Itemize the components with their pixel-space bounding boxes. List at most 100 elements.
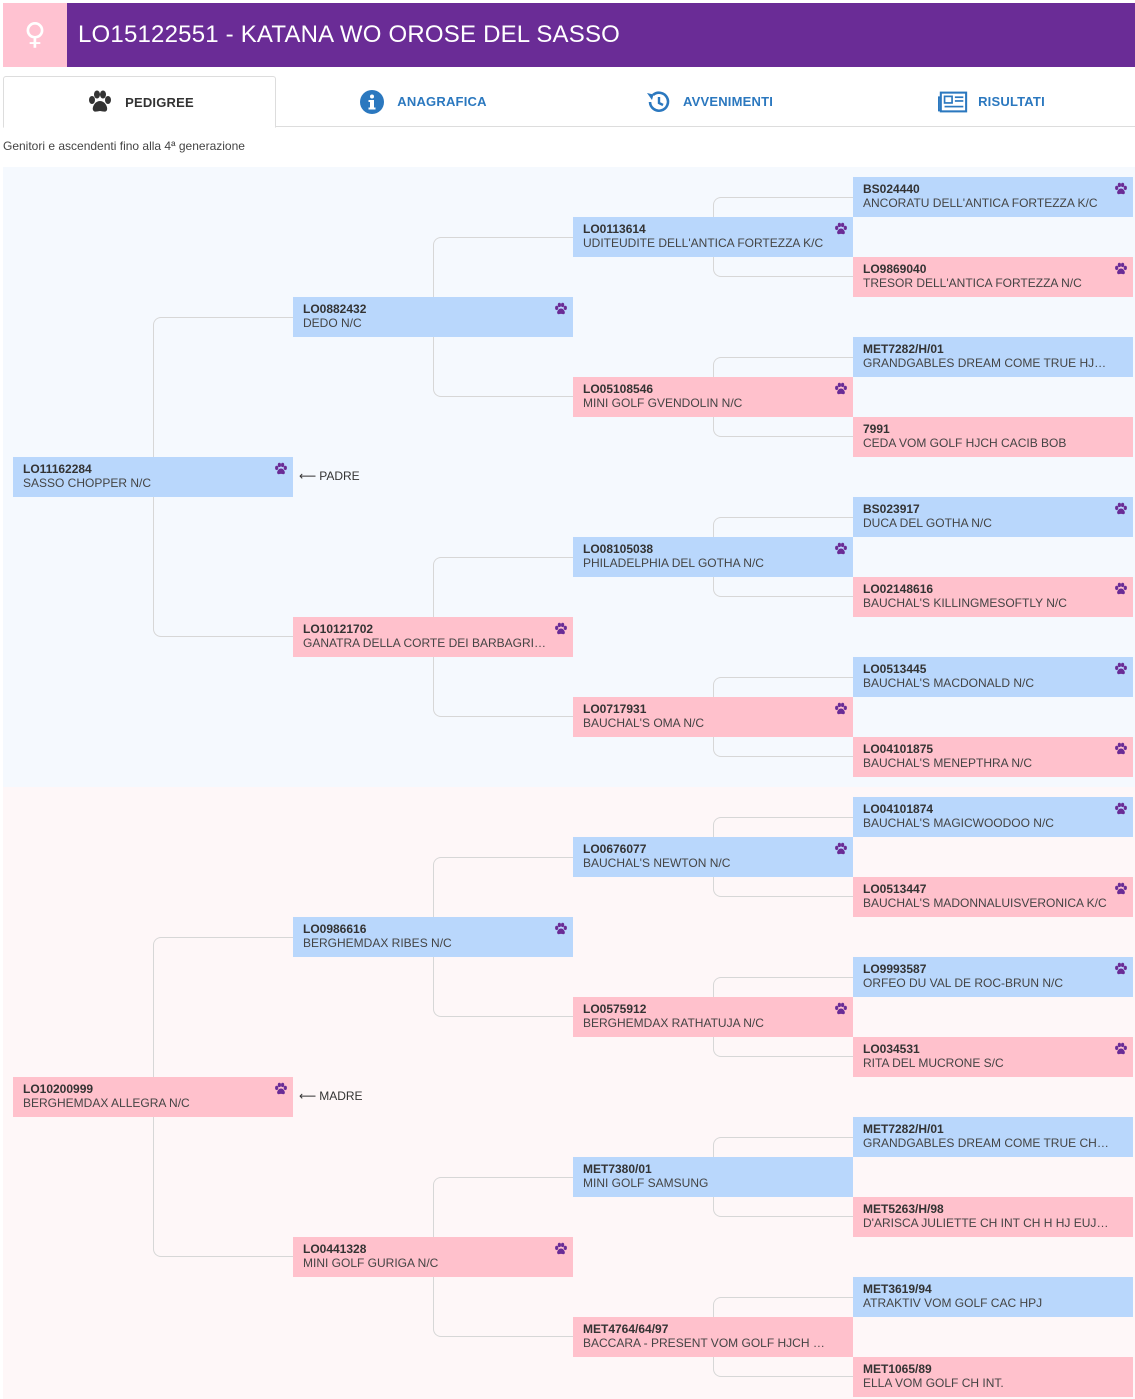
paw-icon[interactable] (554, 302, 568, 316)
tab-anagrafica[interactable]: ANAGRAFICA (276, 76, 568, 127)
dog-name: MINI GOLF GURIGA N/C (303, 1256, 439, 1270)
dog-name: BERGHEMDAX ALLEGRA N/C (23, 1096, 190, 1110)
paw-icon[interactable] (834, 382, 848, 396)
pedigree-node-sire-dam-dam-dam[interactable]: LO04101875 BAUCHAL'S MENEPTHRA N/C (853, 737, 1133, 777)
paw-icon[interactable] (834, 542, 848, 556)
dog-name: BAUCHAL'S NEWTON N/C (583, 856, 731, 870)
dog-code: LO10121702 (303, 622, 374, 636)
pedigree-node-dam-sire-sire-sire[interactable]: LO04101874 BAUCHAL'S MAGICWOODOO N/C (853, 797, 1133, 837)
female-sex-icon: ♀ (3, 3, 67, 67)
paw-icon[interactable] (1114, 802, 1128, 816)
pedigree-node-dam-sire-sire[interactable]: LO0676077 BAUCHAL'S NEWTON N/C (573, 837, 853, 877)
paw-icon[interactable] (834, 1002, 848, 1016)
paw-icon[interactable] (554, 622, 568, 636)
tab-anagrafica-label: ANAGRAFICA (397, 94, 487, 109)
dog-code: LO04101874 (863, 802, 934, 816)
paw-icon[interactable] (1114, 502, 1128, 516)
dog-code: LO0575912 (583, 1002, 647, 1016)
dog-code: LO0986616 (303, 922, 367, 936)
pedigree-node-dam-dam-dam-sire[interactable]: MET3619/94 ATRAKTIV VOM GOLF CAC HPJ (853, 1277, 1133, 1317)
dog-name: D'ARISCA JULIETTE CH INT CH H HJ EUJ PL … (863, 1216, 1109, 1230)
dog-name: BAUCHAL'S MADONNALUISVERONICA K/C (863, 896, 1107, 910)
dog-code: LO0676077 (583, 842, 647, 856)
pedigree-node-sire-dam-sire-sire[interactable]: BS023917 DUCA DEL GOTHA N/C (853, 497, 1133, 537)
pedigree-node-sire[interactable]: LO11162284 SASSO CHOPPER N/C (13, 457, 293, 497)
dog-name: ANCORATU DELL'ANTICA FORTEZZA K/C (863, 196, 1098, 210)
newspaper-icon (938, 87, 968, 117)
paw-icon[interactable] (1114, 182, 1128, 196)
dog-name: ELLA VOM GOLF CH INT. (863, 1376, 1004, 1390)
arrow-left-icon: ⟵ (299, 469, 317, 483)
pedigree-node-sire-sire-dam-dam[interactable]: 7991 CEDA VOM GOLF HJCH CACIB BOB (853, 417, 1133, 457)
paw-icon[interactable] (1114, 662, 1128, 676)
dog-code: 7991 (863, 422, 890, 436)
dog-code: BS024440 (863, 182, 920, 196)
tab-risultati[interactable]: RISULTATI (848, 76, 1135, 127)
dog-name: BAUCHAL'S KILLINGMESOFTLY N/C (863, 596, 1067, 610)
tab-avvenimenti[interactable]: AVVENIMENTI (568, 76, 848, 127)
page-header: ♀ LO15122551 - KATANA WO OROSE DEL SASSO (3, 3, 1135, 67)
pedigree-node-dam-dam-dam[interactable]: MET4764/64/97 BACCARA - PRESENT VOM GOLF… (573, 1317, 853, 1357)
paw-icon[interactable] (1114, 882, 1128, 896)
pedigree-node-sire-sire-dam-sire[interactable]: MET7282/H/01 GRANDGABLES DREAM COME TRUE… (853, 337, 1133, 377)
pedigree-node-sire-sire-sire[interactable]: LO0113614 UDITEUDITE DELL'ANTICA FORTEZZ… (573, 217, 853, 257)
pedigree-node-sire-sire-sire-dam[interactable]: LO9869040 TRESOR DELL'ANTICA FORTEZZA N/… (853, 257, 1133, 297)
pedigree-node-sire-sire[interactable]: LO0882432 DEDO N/C (293, 297, 573, 337)
tab-pedigree[interactable]: PEDIGREE (3, 76, 276, 128)
pedigree-node-dam-dam[interactable]: LO0441328 MINI GOLF GURIGA N/C (293, 1237, 573, 1277)
pedigree-node-dam-dam-sire[interactable]: MET7380/01 MINI GOLF SAMSUNG (573, 1157, 853, 1197)
pedigree-subtitle: Genitori e ascendenti fino alla 4ª gener… (3, 139, 245, 153)
sire-label-text: PADRE (319, 469, 360, 483)
dog-code: MET3619/94 (863, 1282, 932, 1296)
paw-icon[interactable] (554, 922, 568, 936)
dog-code: LO0513445 (863, 662, 927, 676)
dog-code: LO04101875 (863, 742, 934, 756)
arrow-left-icon: ⟵ (299, 1089, 317, 1103)
dog-code: LO9993587 (863, 962, 927, 976)
page-title: LO15122551 - KATANA WO OROSE DEL SASSO (78, 21, 621, 48)
pedigree-node-sire-dam[interactable]: LO10121702 GANATRA DELLA CORTE DEI BARBA… (293, 617, 573, 657)
tab-risultati-label: RISULTATI (978, 94, 1045, 109)
pedigree-node-sire-dam-dam[interactable]: LO0717931 BAUCHAL'S OMA N/C (573, 697, 853, 737)
dog-name: BAUCHAL'S MAGICWOODOO N/C (863, 816, 1054, 830)
paw-icon[interactable] (1114, 582, 1128, 596)
paw-icon[interactable] (1114, 262, 1128, 276)
dog-name: BERGHEMDAX RATHATUJA N/C (583, 1016, 764, 1030)
pedigree-node-sire-sire-dam[interactable]: LO05108546 MINI GOLF GVENDOLIN N/C (573, 377, 853, 417)
sire-label: ⟵ PADRE (299, 469, 360, 483)
paw-icon[interactable] (274, 1082, 288, 1096)
pedigree-node-sire-dam-sire[interactable]: LO08105038 PHILADELPHIA DEL GOTHA N/C (573, 537, 853, 577)
paw-icon[interactable] (1114, 962, 1128, 976)
paw-icon[interactable] (834, 842, 848, 856)
pedigree-node-dam-sire[interactable]: LO0986616 BERGHEMDAX RIBES N/C (293, 917, 573, 957)
tab-pedigree-label: PEDIGREE (125, 94, 194, 110)
pedigree-node-sire-dam-sire-dam[interactable]: LO02148616 BAUCHAL'S KILLINGMESOFTLY N/C (853, 577, 1133, 617)
paw-icon[interactable] (834, 222, 848, 236)
pedigree-node-dam-sire-dam-sire[interactable]: LO9993587 ORFEO DU VAL DE ROC-BRUN N/C (853, 957, 1133, 997)
pedigree-node-dam-dam-dam-dam[interactable]: MET1065/89 ELLA VOM GOLF CH INT. (853, 1357, 1133, 1397)
dog-name: CEDA VOM GOLF HJCH CACIB BOB (863, 436, 1067, 450)
dog-name: RITA DEL MUCRONE S/C (863, 1056, 1004, 1070)
pedigree-node-dam-dam-sire-sire[interactable]: MET7282/H/01 GRANDGABLES DREAM COME TRUE… (853, 1117, 1133, 1157)
dog-code: LO0717931 (583, 702, 647, 716)
paw-icon[interactable] (554, 1242, 568, 1256)
dog-name: BAUCHAL'S MACDONALD N/C (863, 676, 1034, 690)
dog-code: MET4764/64/97 (583, 1322, 669, 1336)
dog-code: LO10200999 (23, 1082, 94, 1096)
paw-icon[interactable] (274, 462, 288, 476)
dog-name: ORFEO DU VAL DE ROC-BRUN N/C (863, 976, 1064, 990)
dog-code: LO0882432 (303, 302, 367, 316)
pedigree-node-dam-dam-sire-dam[interactable]: MET5263/H/98 D'ARISCA JULIETTE CH INT CH… (853, 1197, 1133, 1237)
pedigree-node-dam-sire-sire-dam[interactable]: LO0513447 BAUCHAL'S MADONNALUISVERONICA … (853, 877, 1133, 917)
dog-code: MET1065/89 (863, 1362, 932, 1376)
paw-icon[interactable] (834, 702, 848, 716)
dog-name: SASSO CHOPPER N/C (23, 476, 152, 490)
pedigree-node-dam[interactable]: LO10200999 BERGHEMDAX ALLEGRA N/C (13, 1077, 293, 1117)
paw-icon[interactable] (1114, 1042, 1128, 1056)
pedigree-node-sire-sire-sire-sire[interactable]: BS024440 ANCORATU DELL'ANTICA FORTEZZA K… (853, 177, 1133, 217)
pedigree-node-dam-sire-dam[interactable]: LO0575912 BERGHEMDAX RATHATUJA N/C (573, 997, 853, 1037)
paw-icon[interactable] (1114, 742, 1128, 756)
pedigree-node-dam-sire-dam-dam[interactable]: LO034531 RITA DEL MUCRONE S/C (853, 1037, 1133, 1077)
history-icon (643, 87, 673, 117)
pedigree-node-sire-dam-dam-sire[interactable]: LO0513445 BAUCHAL'S MACDONALD N/C (853, 657, 1133, 697)
